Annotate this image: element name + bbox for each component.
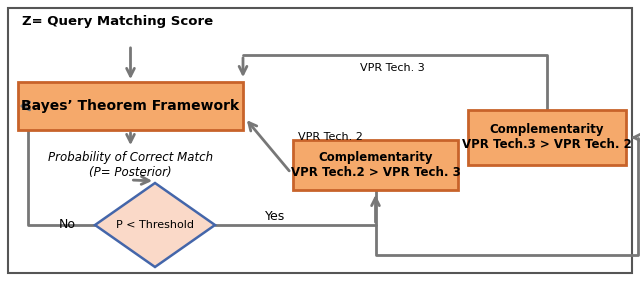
Text: Complementarity
VPR Tech.2 > VPR Tech. 3: Complementarity VPR Tech.2 > VPR Tech. 3 [291,151,460,179]
Text: Bayes’ Theorem Framework: Bayes’ Theorem Framework [21,99,239,113]
Text: VPR Tech. 2: VPR Tech. 2 [298,132,363,142]
Text: Probability of Correct Match
(P= Posterior): Probability of Correct Match (P= Posteri… [48,151,213,179]
FancyBboxPatch shape [293,140,458,190]
Text: VPR Tech. 3: VPR Tech. 3 [360,63,425,73]
Polygon shape [95,183,215,267]
Text: Complementarity
VPR Tech.3 > VPR Tech. 2: Complementarity VPR Tech.3 > VPR Tech. 2 [462,124,632,151]
Text: Yes: Yes [265,210,285,223]
Text: Z= Query Matching Score: Z= Query Matching Score [22,15,213,28]
FancyBboxPatch shape [468,110,626,165]
Text: P < Threshold: P < Threshold [116,220,194,230]
Text: No: No [58,219,76,232]
FancyBboxPatch shape [18,82,243,130]
